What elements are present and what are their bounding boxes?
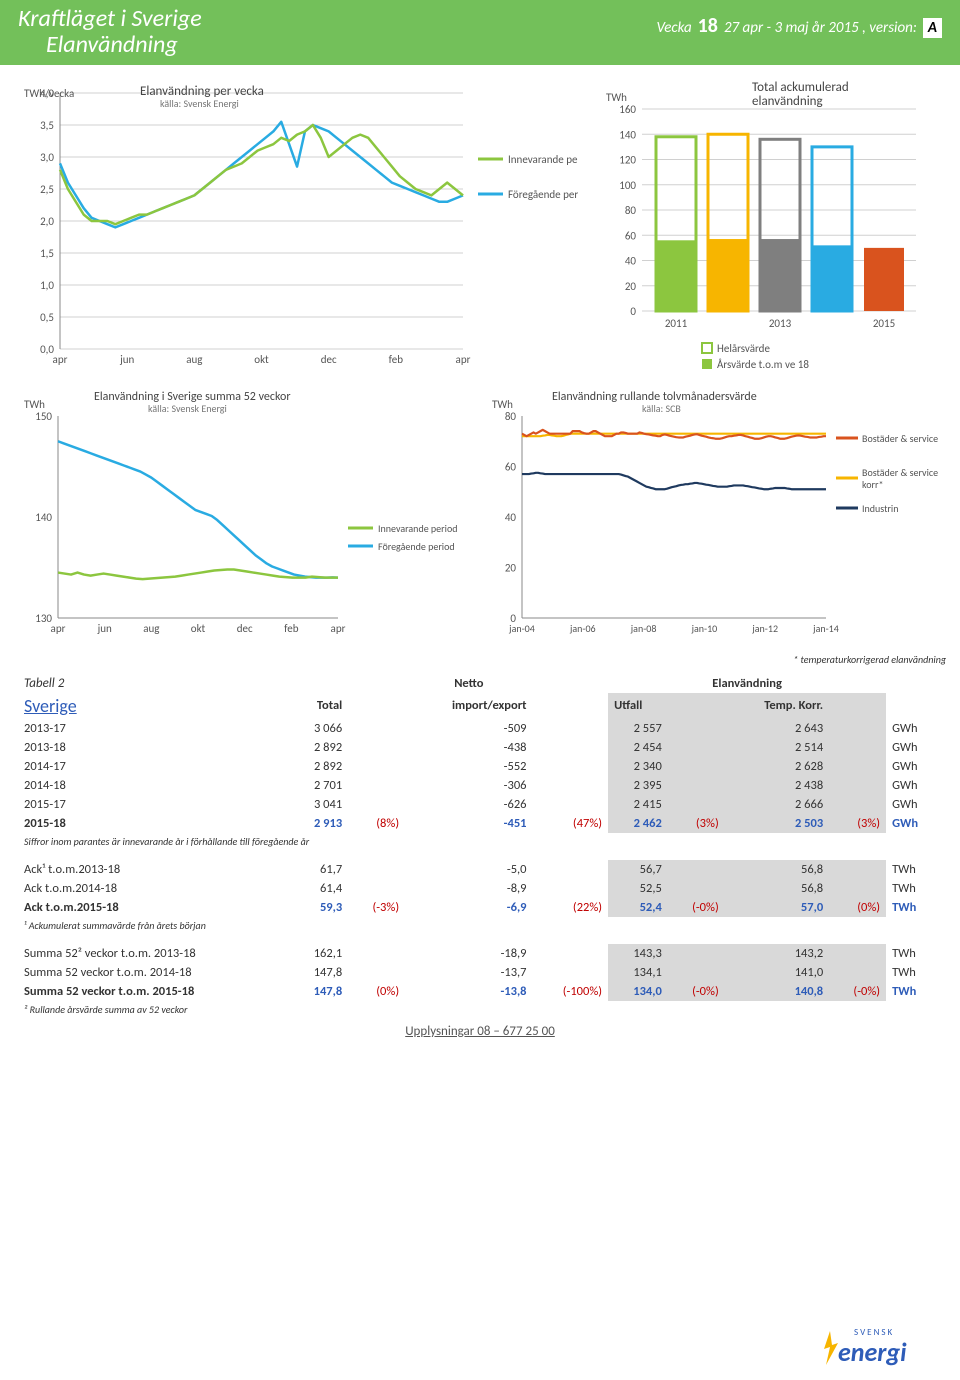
svg-text:jan-12: jan-12 <box>751 622 778 635</box>
table-row: Ack¹ t.o.m.2013-1861,7-5,056,756,8TWh <box>18 860 942 879</box>
page-header: Kraftläget i Sverige Elanvändning Vecka … <box>0 0 960 65</box>
footer-contact: Upplysningar 08 – 677 25 00 <box>18 1024 942 1039</box>
svg-text:Årsvärde t.o.m ve 18: Årsvärde t.o.m ve 18 <box>717 358 809 371</box>
svg-text:jun: jun <box>119 353 134 366</box>
svg-text:TWh: TWh <box>492 398 513 411</box>
svg-text:Innevarande period: Innevarande period <box>508 153 578 166</box>
table-label: Tabell 2 <box>18 674 288 693</box>
svg-text:0,5: 0,5 <box>40 311 54 324</box>
svg-text:feb: feb <box>389 353 404 366</box>
chart-rolling-12m: 020406080jan-04jan-06jan-08jan-10jan-12j… <box>486 388 956 648</box>
svg-text:elanvändning: elanvändning <box>752 94 823 109</box>
svg-text:jan-04: jan-04 <box>508 622 535 635</box>
data-table-section: Tabell 2 Netto Elanvändning Sverige Tota… <box>18 674 942 1018</box>
header-meta: Vecka 18 27 apr - 3 maj år 2015 , versio… <box>656 6 942 38</box>
svg-text:2,5: 2,5 <box>40 183 54 196</box>
svg-text:jan-06: jan-06 <box>569 622 596 635</box>
svg-text:20: 20 <box>505 561 517 574</box>
table-row: Summa 52² veckor t.o.m. 2013-18162,1-18,… <box>18 944 942 963</box>
chart-weekly-consumption: 0,00,51,01,52,02,53,03,54,0aprjunaugoktd… <box>18 79 578 379</box>
svg-text:aug: aug <box>143 622 159 635</box>
table-row-current: 2015-182 913(8%)-451(47%)2 462(3%)2 503(… <box>18 814 942 833</box>
table-row-current: Summa 52 veckor t.o.m. 2015-18147,8(0%)-… <box>18 982 942 1001</box>
svg-text:jan-14: jan-14 <box>812 622 839 635</box>
svg-text:40: 40 <box>625 254 637 267</box>
table-row-current: Ack t.o.m.2015-1859,3(-3%)-6,9(22%)52,4(… <box>18 898 942 917</box>
svg-text:2011: 2011 <box>665 317 688 330</box>
chart-52w-sum: 130140150aprjunaugoktdecfebaprTWhElanvän… <box>18 388 468 648</box>
svg-text:dec: dec <box>237 622 253 635</box>
svg-text:dec: dec <box>321 353 337 366</box>
svg-text:aug: aug <box>186 353 202 366</box>
svg-text:120: 120 <box>619 153 636 166</box>
svg-text:80: 80 <box>505 410 517 423</box>
svg-text:2015: 2015 <box>873 317 895 330</box>
svg-text:okt: okt <box>191 622 206 635</box>
svg-text:Föregående period: Föregående period <box>508 188 578 201</box>
data-table: Tabell 2 Netto Elanvändning Sverige Tota… <box>18 674 942 1018</box>
svg-text:Föregående period: Föregående period <box>378 540 455 553</box>
svg-text:källa: SCB: källa: SCB <box>642 402 681 415</box>
table-note3: ² Rullande årsvärde summa av 52 veckor <box>18 1001 942 1018</box>
svg-text:källa: Svensk Energi: källa: Svensk Energi <box>160 97 239 110</box>
table-row: 2014-172 892-5522 3402 628GWh <box>18 757 942 776</box>
svg-text:Total ackumulerad: Total ackumulerad <box>752 80 849 95</box>
page-title: Kraftläget i Sverige <box>18 6 202 32</box>
svg-text:40: 40 <box>505 511 517 524</box>
svg-text:energi: energi <box>838 1336 907 1368</box>
logo: SVENSK energi <box>820 1323 940 1374</box>
svg-text:Helårsvärde: Helårsvärde <box>717 342 770 355</box>
svg-text:feb: feb <box>284 622 299 635</box>
svg-text:3,5: 3,5 <box>40 119 54 132</box>
svg-text:3,0: 3,0 <box>40 151 54 164</box>
table-row: 2013-173 066-5092 5572 643GWh <box>18 719 942 738</box>
svg-text:jun: jun <box>97 622 112 635</box>
svg-text:TWh: TWh <box>606 91 627 104</box>
svg-text:TWh: TWh <box>24 398 45 411</box>
svg-text:1,5: 1,5 <box>40 247 54 260</box>
svg-text:60: 60 <box>505 460 517 473</box>
svg-text:2013: 2013 <box>769 317 792 330</box>
svg-text:0: 0 <box>630 305 636 318</box>
svg-text:apr: apr <box>331 622 346 635</box>
svg-text:80: 80 <box>625 204 637 217</box>
svg-text:Bostäder & service: Bostäder & service <box>862 432 938 445</box>
svg-text:20: 20 <box>625 280 637 293</box>
table-note1: Siffror inom parantes är innevarande år … <box>18 833 942 850</box>
svg-text:apr: apr <box>53 353 68 366</box>
table-row: Ack t.o.m.2014-1861,4-8,952,556,8TWh <box>18 879 942 898</box>
svg-text:källa: Svensk Energi: källa: Svensk Energi <box>148 402 227 415</box>
chart4-footnote: * temperaturkorrigerad elanvändning <box>486 653 956 666</box>
svg-text:jan-10: jan-10 <box>691 622 718 635</box>
chart-accumulated: 0 20 40 60 80 100 120 140 160 Total ackumuleradel… <box>596 79 936 379</box>
table-row: 2013-182 892-4382 4542 514GWh <box>18 738 942 757</box>
table-row: 2014-182 701-3062 3952 438GWh <box>18 776 942 795</box>
svg-text:Industrin: Industrin <box>862 502 898 515</box>
svg-text:apr: apr <box>456 353 471 366</box>
region-name: Sverige <box>24 695 77 717</box>
svg-text:1,0: 1,0 <box>40 279 54 292</box>
svg-text:150: 150 <box>35 410 52 423</box>
table-note2: ¹ Ackumulerat summavärde från årets börj… <box>18 917 942 934</box>
svg-text:jan-08: jan-08 <box>630 622 657 635</box>
svg-text:apr: apr <box>51 622 66 635</box>
page-subtitle: Elanvändning <box>18 32 202 58</box>
svg-text:okt: okt <box>254 353 269 366</box>
svg-text:TWh/vecka: TWh/vecka <box>24 87 74 100</box>
svg-text:140: 140 <box>619 128 636 141</box>
svg-text:140: 140 <box>35 511 52 524</box>
table-row: Summa 52 veckor t.o.m. 2014-18147,8-13,7… <box>18 963 942 982</box>
svg-text:korr*: korr* <box>862 478 883 491</box>
svg-text:Innevarande period: Innevarande period <box>378 522 457 535</box>
svg-text:2,0: 2,0 <box>40 215 54 228</box>
svg-text:100: 100 <box>619 179 636 192</box>
table-row: 2015-173 041-6262 4152 666GWh <box>18 795 942 814</box>
svg-text:160: 160 <box>619 103 636 116</box>
svg-text:60: 60 <box>625 229 637 242</box>
